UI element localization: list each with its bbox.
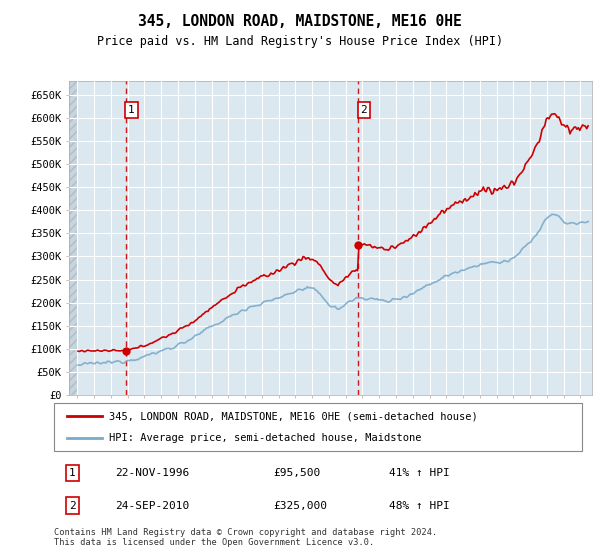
Text: 24-SEP-2010: 24-SEP-2010 (115, 501, 189, 511)
Text: 41% ↑ HPI: 41% ↑ HPI (389, 468, 450, 478)
Text: 48% ↑ HPI: 48% ↑ HPI (389, 501, 450, 511)
Text: 22-NOV-1996: 22-NOV-1996 (115, 468, 189, 478)
Bar (69, 72, 77, 395)
Text: 1: 1 (69, 468, 76, 478)
Text: £325,000: £325,000 (273, 501, 327, 511)
Text: 2: 2 (360, 105, 367, 115)
Text: 345, LONDON ROAD, MAIDSTONE, ME16 0HE (semi-detached house): 345, LONDON ROAD, MAIDSTONE, ME16 0HE (s… (109, 411, 478, 421)
Text: £95,500: £95,500 (273, 468, 320, 478)
Text: Price paid vs. HM Land Registry's House Price Index (HPI): Price paid vs. HM Land Registry's House … (97, 35, 503, 48)
Text: HPI: Average price, semi-detached house, Maidstone: HPI: Average price, semi-detached house,… (109, 433, 422, 443)
FancyBboxPatch shape (54, 403, 582, 451)
Text: 2: 2 (69, 501, 76, 511)
Text: Contains HM Land Registry data © Crown copyright and database right 2024.
This d: Contains HM Land Registry data © Crown c… (54, 528, 437, 547)
Text: 345, LONDON ROAD, MAIDSTONE, ME16 0HE: 345, LONDON ROAD, MAIDSTONE, ME16 0HE (138, 14, 462, 29)
Text: 1: 1 (128, 105, 135, 115)
